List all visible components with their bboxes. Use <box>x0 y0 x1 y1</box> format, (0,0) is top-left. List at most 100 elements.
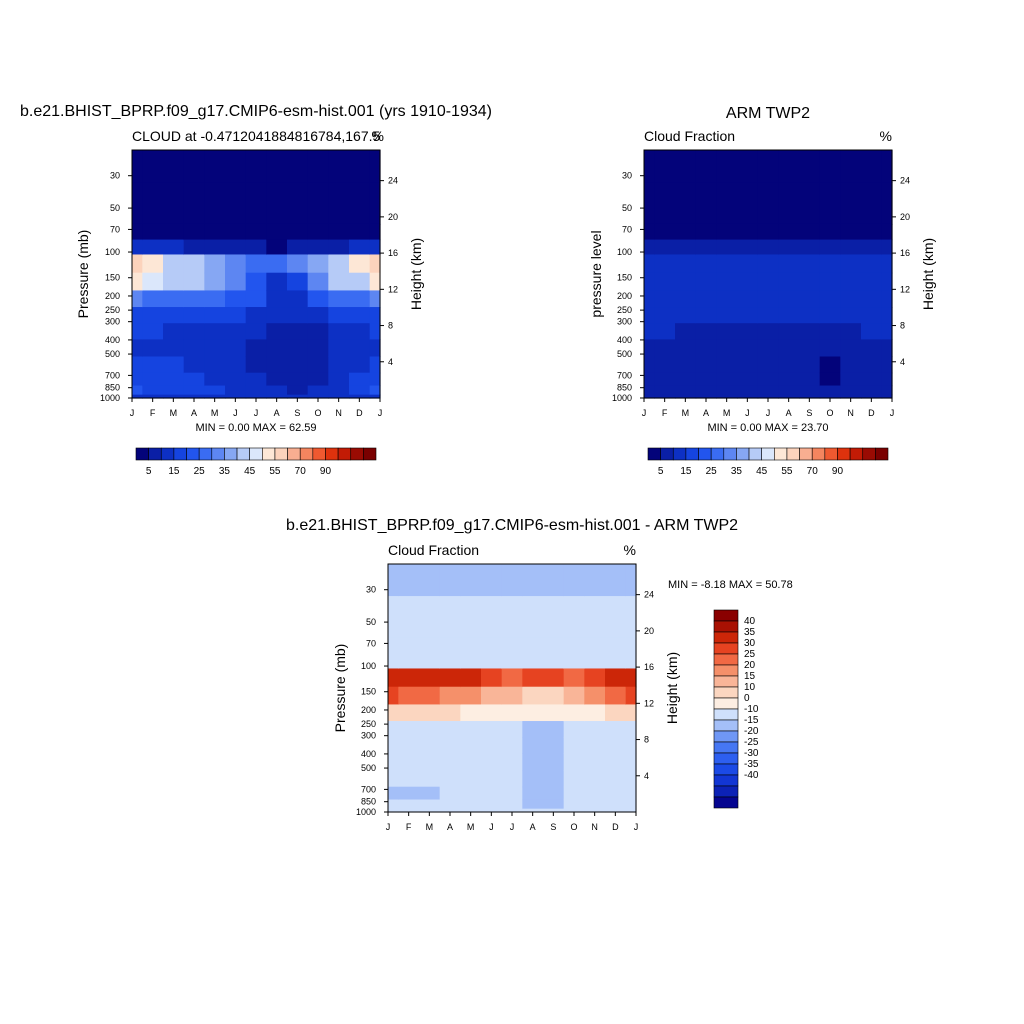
obs-cell <box>737 223 759 241</box>
model-cell <box>349 254 371 274</box>
obs-cell <box>819 394 841 399</box>
diff-colorbar-label: -25 <box>744 737 759 748</box>
diff-cell <box>584 753 606 772</box>
model-cell <box>183 254 205 274</box>
diff-cell <box>398 668 420 688</box>
diff-stats: MIN = -8.18 MAX = 50.78 <box>668 579 793 591</box>
model-cell <box>204 254 226 274</box>
obs-cell <box>757 290 779 308</box>
obs-htick-label: 24 <box>900 176 910 186</box>
model-cell <box>163 307 185 324</box>
model-colorbar-label: 70 <box>295 466 307 477</box>
obs-cell <box>881 323 893 341</box>
diff-cell <box>543 753 565 772</box>
diff-cell <box>439 653 461 670</box>
model-colorbar-box <box>312 447 326 461</box>
obs-cell <box>799 272 821 292</box>
diff-cell <box>419 637 441 655</box>
obs-cell <box>819 182 841 225</box>
obs-cell <box>716 385 738 396</box>
model-cell <box>369 182 381 225</box>
obs-ylabel: pressure level <box>588 230 604 317</box>
diff-colorbar-box <box>713 774 739 787</box>
diff-cell <box>584 653 606 670</box>
obs-cell <box>737 239 759 256</box>
diff-cell <box>625 753 637 772</box>
obs-cell <box>695 272 717 292</box>
diff-cell <box>481 596 503 639</box>
model-cell <box>245 385 267 396</box>
obs-xtick-label: J <box>766 408 771 418</box>
model-cell <box>287 239 309 256</box>
model-cell <box>328 339 350 358</box>
model-cell <box>349 323 371 341</box>
obs-cell <box>695 323 717 341</box>
diff-cell <box>481 704 503 722</box>
model-cell <box>163 254 185 274</box>
model-title: b.e21.BHIST_BPRP.f09_g17.CMIP6-esm-hist.… <box>20 103 492 120</box>
model-colorbar-box <box>262 447 276 461</box>
diff-cell <box>584 637 606 655</box>
obs-xtick-label: S <box>806 408 812 418</box>
obs-cell <box>757 339 779 358</box>
diff-htick-label: 4 <box>644 771 649 781</box>
obs-cell <box>819 272 841 292</box>
obs-cell <box>675 182 697 225</box>
obs-colorbar-label: 45 <box>756 466 768 477</box>
obs-colorbar-box <box>824 447 838 461</box>
diff-subtitle-right: % <box>624 542 636 558</box>
model-cell <box>225 356 247 374</box>
diff-htick-label: 8 <box>644 735 649 745</box>
model-cell <box>287 272 309 292</box>
diff-xtick-label: A <box>447 822 453 832</box>
model-cell <box>163 290 185 308</box>
model-cell <box>183 372 205 387</box>
obs-cell <box>778 394 800 399</box>
diff-colorbar-box <box>713 675 739 688</box>
diff-cell <box>625 786 637 801</box>
obs-cell <box>654 290 676 308</box>
obs-cell <box>695 150 717 183</box>
model-cell <box>132 372 143 387</box>
obs-cell <box>716 150 738 183</box>
diff-cell <box>460 721 482 738</box>
obs-xtick-label: A <box>786 408 792 418</box>
model-cell <box>266 356 288 374</box>
diff-cell <box>419 799 441 810</box>
diff-cell <box>481 668 503 688</box>
obs-xtick-label: J <box>890 408 895 418</box>
obs-cell <box>799 223 821 241</box>
diff-cell <box>584 596 606 639</box>
diff-xtick-label: N <box>591 822 598 832</box>
model-subtitle-right: % <box>372 128 384 144</box>
diff-htick-label: 20 <box>644 626 654 636</box>
obs-subtitle-right: % <box>880 128 892 144</box>
obs-cell <box>861 290 883 308</box>
obs-colorbar-label: 90 <box>832 466 844 477</box>
obs-cell <box>881 307 893 324</box>
model-cell <box>369 356 381 374</box>
obs-cell <box>861 394 883 399</box>
obs-htick-label: 8 <box>900 321 905 331</box>
obs-xtick-label: D <box>868 408 875 418</box>
diff-cell <box>501 653 523 670</box>
diff-cell <box>605 808 627 813</box>
diff-cell <box>543 564 565 597</box>
obs-cell <box>819 150 841 183</box>
obs-cell <box>840 290 862 308</box>
model-cell <box>183 290 205 308</box>
model-cell <box>328 307 350 324</box>
obs-cell <box>861 323 883 341</box>
diff-cell <box>388 686 399 706</box>
model-colorbar-box <box>363 447 377 461</box>
model-cell <box>369 394 381 399</box>
diff-cell <box>543 721 565 738</box>
model-cell <box>132 307 143 324</box>
diff-cell <box>543 596 565 639</box>
obs-cell <box>675 307 697 324</box>
obs-cell <box>881 372 893 387</box>
model-colorbar-box <box>249 447 263 461</box>
model-cell <box>225 239 247 256</box>
obs-colorbar-label: 55 <box>781 466 793 477</box>
obs-ytick-label: 250 <box>617 305 632 315</box>
